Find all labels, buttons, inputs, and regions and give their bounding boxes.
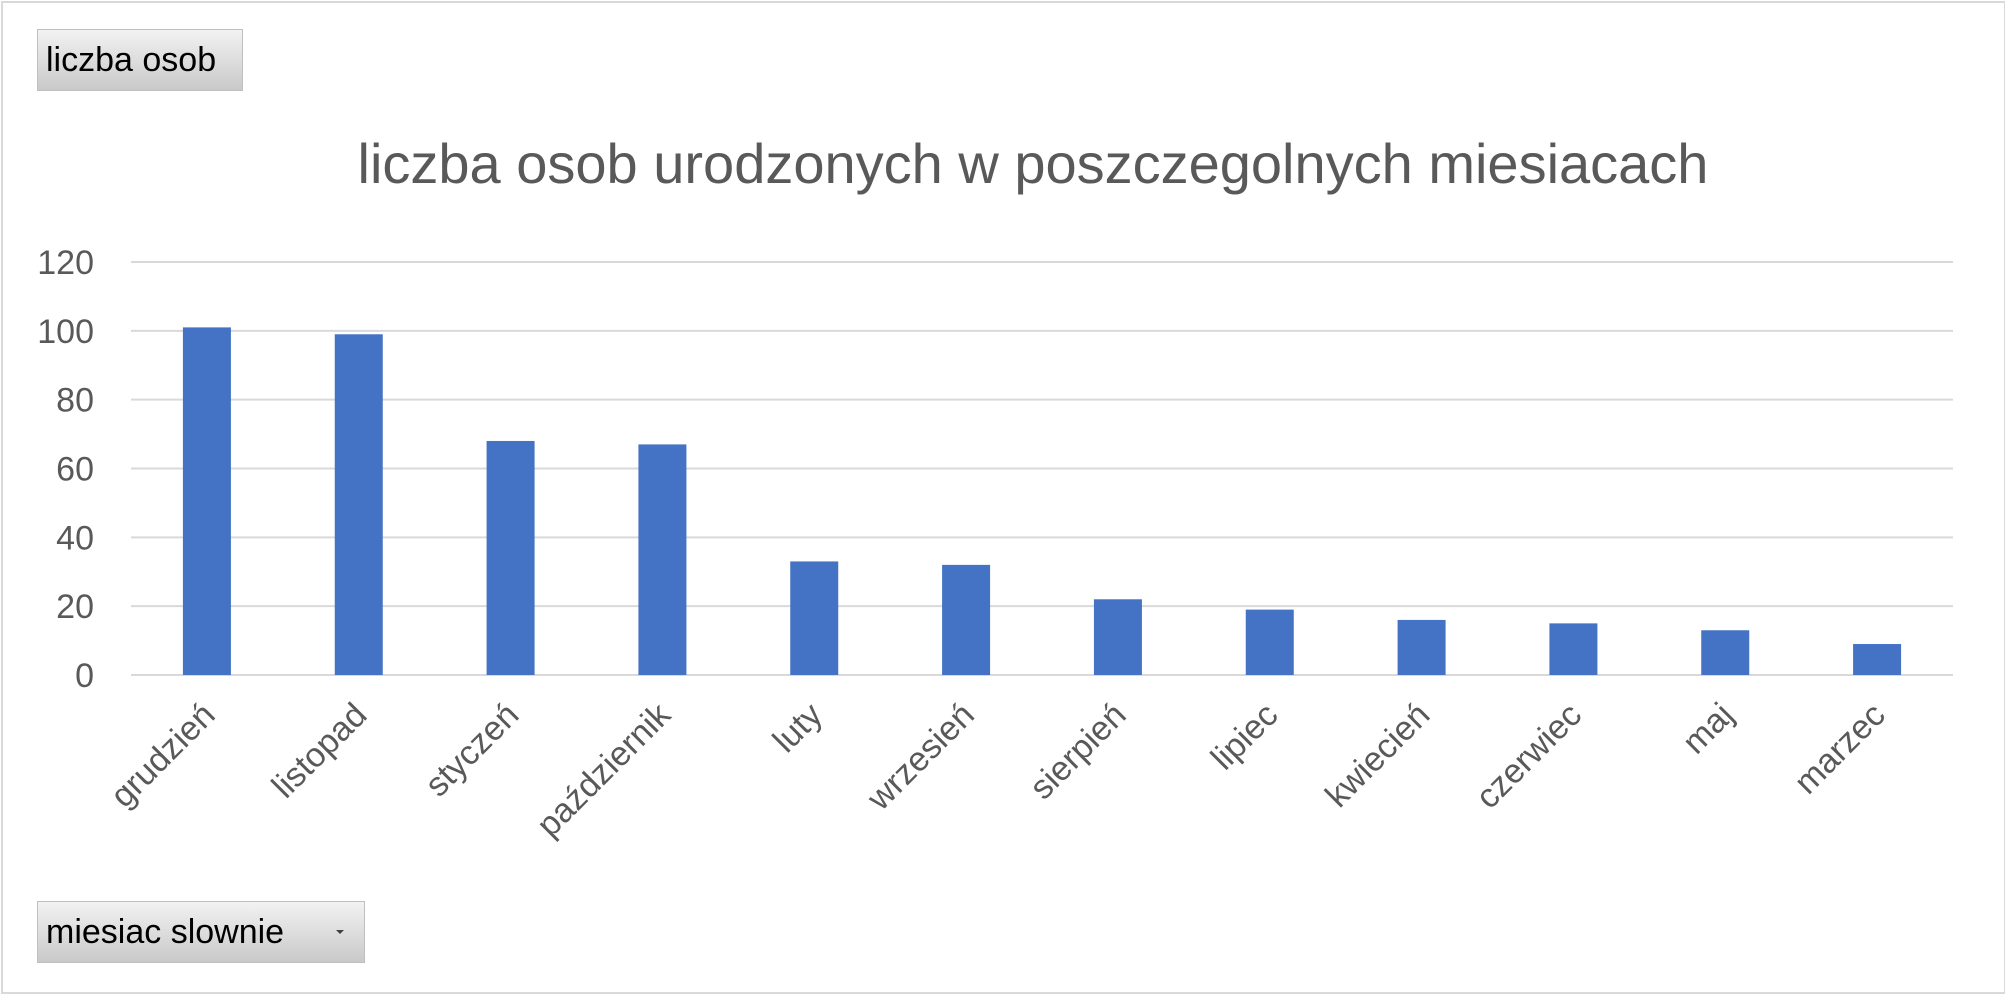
x-tick-label: grudzień bbox=[103, 696, 222, 815]
x-tick-label: wrzesień bbox=[859, 696, 981, 818]
values-field-button[interactable]: liczba osob bbox=[37, 29, 243, 91]
bar bbox=[1853, 644, 1902, 675]
x-tick-label: październik bbox=[530, 695, 679, 844]
x-axis: grudzień listopad styczeń październik luty wr… bbox=[103, 695, 1892, 844]
chart-title: liczba osob urodzonych w poszczegolnych … bbox=[358, 132, 1709, 195]
x-tick-label: lipiec bbox=[1204, 696, 1286, 778]
x-tick-label: sierpień bbox=[1023, 696, 1134, 807]
x-tick-label: maj bbox=[1675, 696, 1741, 762]
bar bbox=[942, 564, 991, 675]
bar bbox=[638, 444, 687, 675]
y-tick-label: 40 bbox=[56, 519, 94, 557]
axis-field-label: miesiac slownie bbox=[46, 913, 285, 951]
x-tick-label: marzec bbox=[1787, 696, 1893, 802]
bar bbox=[1549, 623, 1598, 675]
y-axis: 0 20 40 60 80 100 120 bbox=[37, 244, 94, 695]
y-tick-label: 60 bbox=[56, 451, 94, 489]
dropdown-arrow-icon[interactable] bbox=[336, 930, 344, 934]
axis-field-button[interactable]: miesiac slownie bbox=[37, 901, 365, 963]
bar bbox=[486, 440, 535, 675]
gridlines bbox=[131, 261, 1953, 676]
y-tick-label: 100 bbox=[37, 313, 94, 351]
y-tick-label: 0 bbox=[75, 657, 94, 695]
bar bbox=[334, 334, 383, 675]
bar bbox=[1093, 599, 1142, 675]
bar bbox=[790, 561, 839, 675]
x-tick-label: styczeń bbox=[418, 696, 526, 804]
bar bbox=[182, 327, 231, 675]
x-tick-label: luty bbox=[766, 696, 830, 760]
bar bbox=[1701, 630, 1750, 675]
y-tick-label: 120 bbox=[37, 244, 94, 282]
y-tick-label: 20 bbox=[56, 588, 94, 626]
bar bbox=[1245, 609, 1294, 675]
x-tick-label: czerwiec bbox=[1469, 696, 1589, 816]
y-tick-label: 80 bbox=[56, 382, 94, 420]
values-field-label: liczba osob bbox=[46, 41, 217, 79]
bars bbox=[182, 327, 1902, 675]
x-tick-label: listopad bbox=[265, 696, 375, 806]
x-tick-label: kwiecień bbox=[1318, 696, 1437, 815]
bar bbox=[1397, 619, 1446, 675]
